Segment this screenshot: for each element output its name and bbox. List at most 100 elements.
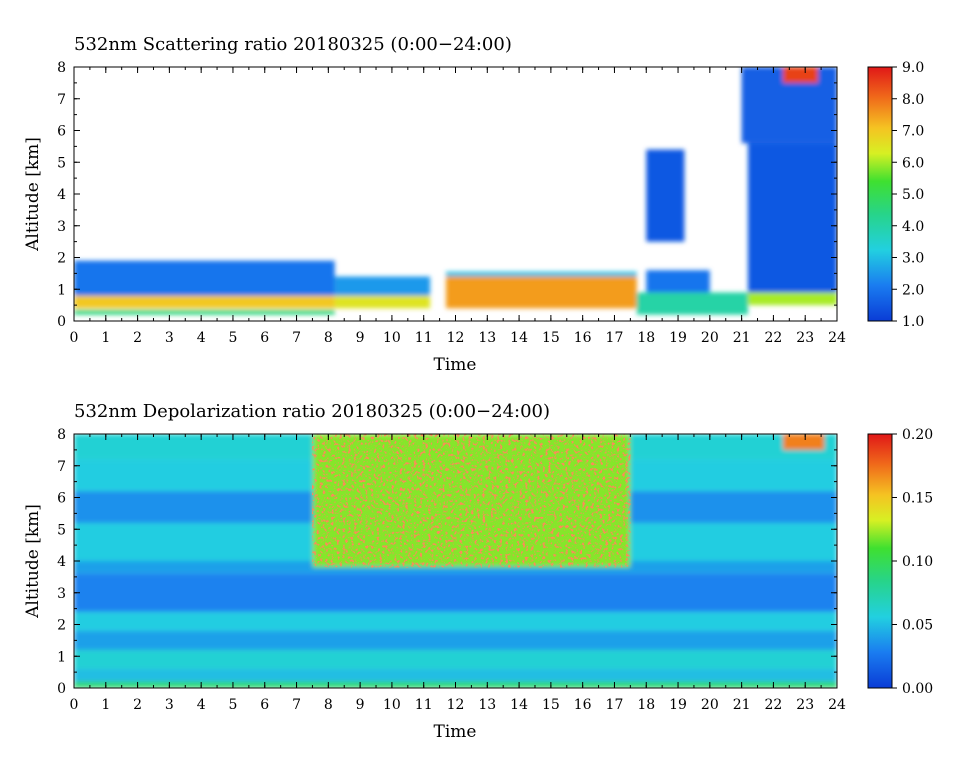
- colorbar-tick-label: 7.0: [902, 124, 924, 140]
- colorbar-tick-label: 9.0: [902, 60, 924, 76]
- heatmap-cell: [74, 649, 837, 669]
- heatmap-cell: [74, 295, 335, 309]
- depolarization-ratio-panel: 532nm Depolarization ratio 20180325 (0:0…: [23, 401, 933, 742]
- noise-speckle: [312, 434, 631, 568]
- y-tick-label: 6: [57, 124, 66, 140]
- x-tick-label: 3: [165, 330, 174, 346]
- x-tick-label: 23: [796, 330, 814, 346]
- x-tick-label: 18: [637, 697, 655, 713]
- y-tick-label: 5: [57, 522, 66, 538]
- x-tick-label: 10: [383, 697, 401, 713]
- x-tick-label: 16: [574, 330, 592, 346]
- y-axis-label: Altitude [km]: [23, 137, 43, 252]
- x-tick-label: 2: [133, 330, 142, 346]
- x-tick-label: 17: [606, 697, 624, 713]
- y-tick-label: 5: [57, 155, 66, 171]
- heatmap-cell: [782, 67, 818, 83]
- colorbar-tick-label: 3.0: [902, 251, 924, 267]
- heatmap-cell: [74, 630, 837, 650]
- heatmap-area: [74, 434, 837, 688]
- x-tick-label: 11: [415, 330, 433, 346]
- x-tick-label: 12: [447, 697, 465, 713]
- x-tick-label: 24: [828, 330, 846, 346]
- x-tick-label: 21: [733, 330, 751, 346]
- x-tick-label: 12: [447, 330, 465, 346]
- y-tick-label: 0: [57, 314, 66, 330]
- colorbar-tick-label: 4.0: [902, 219, 924, 235]
- x-axis-label: Time: [434, 722, 477, 742]
- x-tick-label: 21: [733, 697, 751, 713]
- y-tick-label: 1: [57, 282, 66, 298]
- x-tick-label: 16: [574, 697, 592, 713]
- heatmap-cell: [74, 309, 335, 315]
- x-tick-label: 23: [796, 697, 814, 713]
- heatmap-area: [74, 67, 837, 315]
- x-tick-label: 0: [70, 330, 79, 346]
- colorbar-tick-label: 0.00: [902, 681, 933, 697]
- x-tick-label: 2: [133, 697, 142, 713]
- colorbar-tick-label: 1.0: [902, 314, 924, 330]
- y-tick-label: 4: [57, 554, 66, 570]
- y-tick-label: 8: [57, 60, 66, 76]
- colorbar-tick-label: 0.10: [902, 554, 933, 570]
- x-tick-label: 22: [765, 697, 783, 713]
- x-tick-label: 20: [701, 330, 719, 346]
- y-tick-label: 7: [57, 459, 66, 475]
- heatmap-cell: [445, 276, 637, 309]
- y-tick-label: 7: [57, 92, 66, 108]
- y-axis: 0 1 2 3 4 5 6 7 8: [57, 60, 837, 330]
- colorbar-tick-label: 0.15: [902, 491, 933, 507]
- y-axis-label: Altitude [km]: [23, 504, 43, 619]
- heatmap-cell: [445, 271, 637, 277]
- x-tick-label: 19: [669, 330, 687, 346]
- heatmap-cell: [74, 668, 837, 682]
- x-tick-label: 5: [228, 330, 237, 346]
- panel-title: 532nm Scattering ratio 20180325 (0:00−24…: [74, 34, 512, 55]
- x-tick-label: 4: [197, 697, 206, 713]
- x-tick-label: 4: [197, 330, 206, 346]
- x-axis-label: Time: [434, 355, 477, 375]
- x-tick-label: 13: [478, 697, 496, 713]
- y-tick-label: 3: [57, 219, 66, 235]
- colorbar: [867, 66, 893, 322]
- colorbar-ticks: 1.0 2.0 3.0 4.0 5.0 6.0 7.0 8.0 9.0: [892, 60, 924, 330]
- y-tick-label: 2: [57, 251, 66, 267]
- colorbar-ticks: 0.00 0.05 0.10 0.15 0.20: [892, 427, 933, 697]
- x-tick-label: 20: [701, 697, 719, 713]
- x-tick-label: 7: [292, 330, 301, 346]
- y-tick-label: 3: [57, 586, 66, 602]
- x-tick-label: 18: [637, 330, 655, 346]
- x-tick-label: 14: [510, 330, 528, 346]
- x-tick-label: 19: [669, 697, 687, 713]
- x-tick-label: 17: [606, 330, 624, 346]
- x-tick-label: 1: [101, 330, 110, 346]
- colorbar-tick-label: 0.20: [902, 427, 933, 443]
- y-tick-label: 1: [57, 649, 66, 665]
- panel-title: 532nm Depolarization ratio 20180325 (0:0…: [74, 401, 550, 422]
- y-tick-label: 4: [57, 187, 66, 203]
- x-axis: 0 1 2 3 4 5 6 7 8 9 10 11 12 13 14 15 16 17 18 19 20 21 22 23 24: [70, 67, 846, 346]
- y-tick-label: 0: [57, 681, 66, 697]
- heatmap-cell: [646, 149, 685, 242]
- heatmap-cell: [74, 573, 837, 612]
- heatmap-cell: [636, 292, 748, 315]
- heatmap-cell: [74, 611, 837, 631]
- x-tick-label: 0: [70, 697, 79, 713]
- x-tick-label: 7: [292, 697, 301, 713]
- colorbar-tick-label: 6.0: [902, 155, 924, 171]
- x-tick-label: 14: [510, 697, 528, 713]
- heatmap-cell: [334, 295, 431, 309]
- y-tick-label: 8: [57, 427, 66, 443]
- x-tick-label: 8: [324, 697, 333, 713]
- colorbar-tick-label: 8.0: [902, 92, 924, 108]
- heatmap-cell: [747, 143, 837, 293]
- x-tick-label: 15: [542, 330, 560, 346]
- x-tick-label: 9: [356, 697, 365, 713]
- x-tick-label: 22: [765, 330, 783, 346]
- colorbar-tick-label: 5.0: [902, 187, 924, 203]
- colorbar-tick-label: 2.0: [902, 282, 924, 298]
- y-tick-label: 2: [57, 618, 66, 634]
- x-tick-label: 13: [478, 330, 496, 346]
- scattering-ratio-panel: 532nm Scattering ratio 20180325 (0:00−24…: [23, 34, 924, 375]
- x-tick-label: 6: [260, 697, 269, 713]
